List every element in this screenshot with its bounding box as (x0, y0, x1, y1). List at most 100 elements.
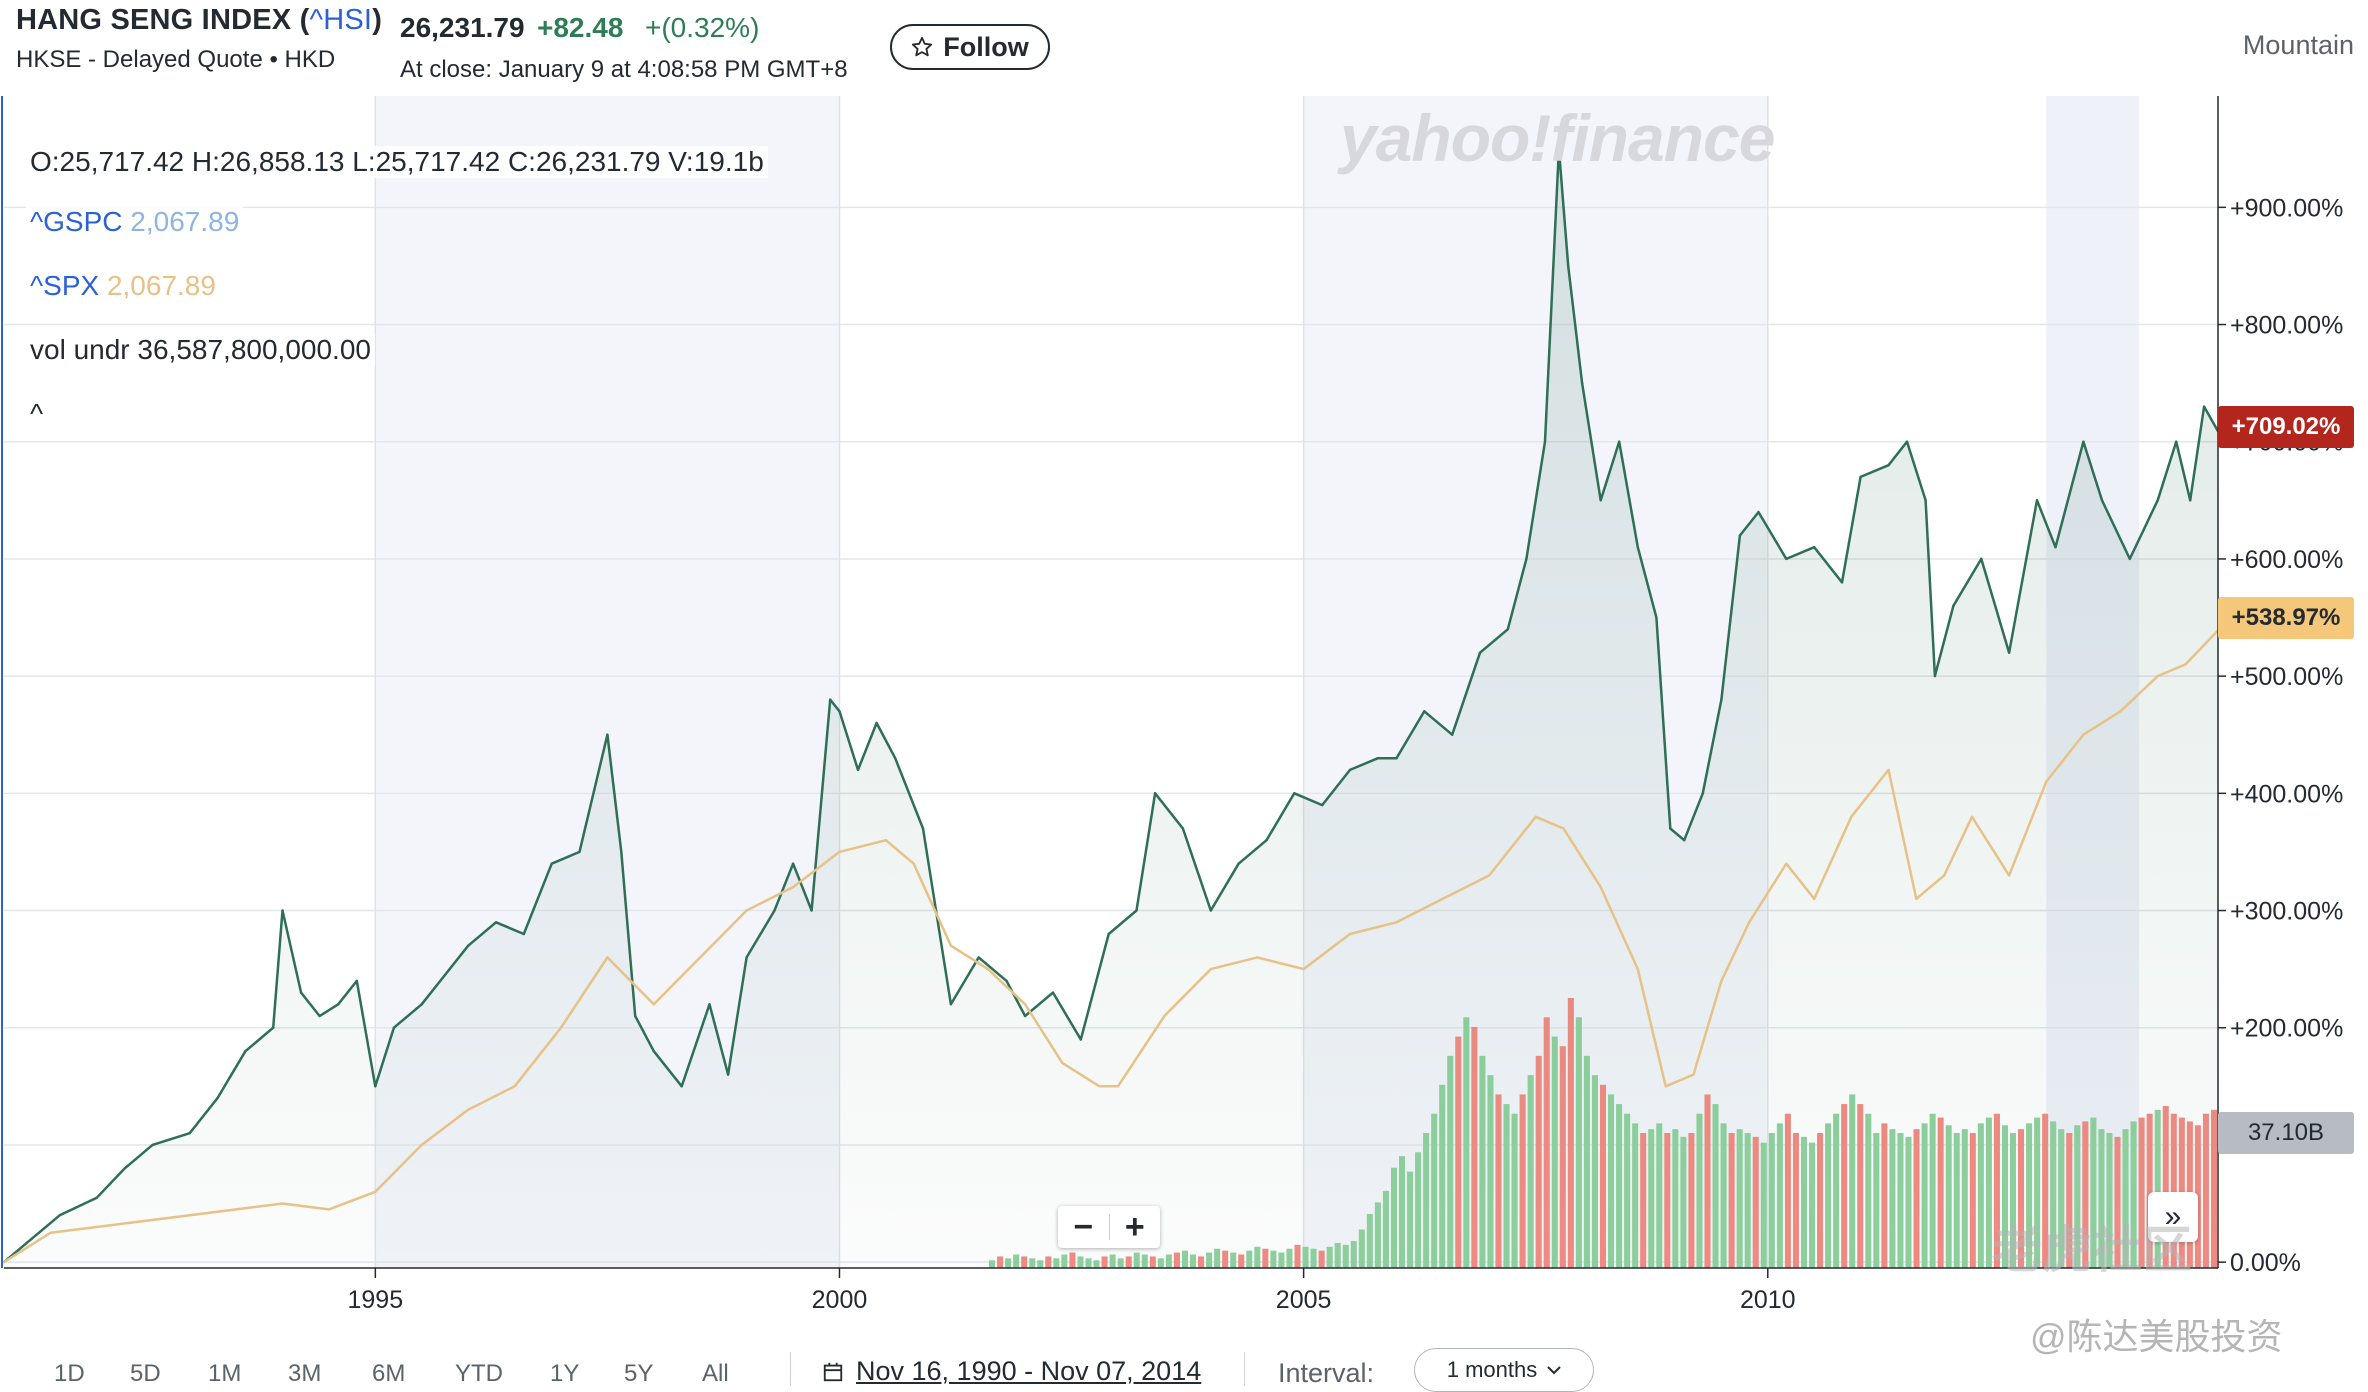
spx-data-point (791, 885, 795, 889)
date-range-picker[interactable]: Nov 16, 1990 - Nov 07, 2014 (822, 1356, 1201, 1387)
follow-button[interactable]: Follow (890, 24, 1050, 70)
ohlc-readout: O:25,717.42 H:26,858.13 L:25,717.42 C:26… (26, 146, 768, 178)
spx-data-point (188, 1214, 191, 1217)
zoom-out-button[interactable]: − (1073, 1207, 1094, 1246)
range-button-1d[interactable]: 1D (54, 1360, 85, 1387)
spx-data-point (1785, 862, 1788, 865)
hsi-data-point (838, 710, 841, 713)
chart-canvas[interactable]: 0.00%+100.00%+200.00%+300.00%+400.00%+50… (0, 96, 2368, 1346)
y-tick-label: 0.00% (2230, 1249, 2301, 1277)
legend-gspc-name: ^GSPC (30, 206, 123, 237)
spx-data-point (1915, 897, 1918, 900)
hsi-data-point (299, 991, 303, 994)
range-button-1y[interactable]: 1Y (550, 1360, 580, 1387)
y-tick-label: +600.00% (2230, 546, 2343, 574)
hsi-data-point (1720, 698, 1723, 701)
toolbar-divider (1244, 1352, 1245, 1386)
hsi-data-point (1395, 757, 1398, 760)
hsi-data-point (1618, 440, 1621, 443)
yahoo-finance-watermark: yahoo!finance (1340, 101, 1775, 175)
interval-select[interactable]: 1 months (1414, 1348, 1594, 1392)
interval-label: Interval: (1278, 1358, 1375, 1388)
hsi-data-point (829, 698, 832, 701)
spx-data-point (2082, 733, 2085, 736)
range-button-1m[interactable]: 1M (208, 1360, 242, 1387)
range-button-5d[interactable]: 5D (130, 1360, 161, 1387)
hsi-data-point (1293, 792, 1296, 795)
hsi-data-point (1153, 792, 1157, 795)
vol-undr-label: vol undr (30, 334, 130, 365)
spx-data-point (1348, 932, 1352, 936)
legend-gspc[interactable]: ^GSPC 2,067.89 (26, 206, 244, 238)
spx-data-point (699, 956, 702, 959)
spx-data-point (1023, 1003, 1027, 1006)
hsi-data-point (1567, 264, 1570, 268)
hsi-data-point (1669, 827, 1672, 830)
range-button-5y[interactable]: 5Y (624, 1360, 654, 1387)
spx-data-point (234, 1208, 238, 1211)
spx-data-point (838, 850, 841, 854)
spx-data-point (1098, 1085, 1101, 1088)
range-button-all[interactable]: All (702, 1360, 729, 1387)
legend-gspc-value: 2,067.89 (130, 206, 240, 237)
spx-data-point (912, 862, 915, 865)
y-tick-label: +300.00% (2230, 898, 2343, 926)
hsi-data-point (1952, 604, 1955, 607)
range-button-ytd[interactable]: YTD (455, 1360, 503, 1387)
hsi-data-point (1237, 862, 1240, 865)
range-button-6m[interactable]: 6M (372, 1360, 406, 1387)
spx-data-point (2119, 710, 2122, 713)
spx-data-point (1636, 967, 1640, 971)
hsi-data-point (773, 909, 776, 912)
hsi-data-point (620, 850, 623, 854)
hsi-data-point (634, 1014, 637, 1018)
hsi-mountain-area (4, 148, 2218, 1269)
spx-data-point (1061, 1061, 1064, 1065)
hsi-data-point (1655, 616, 1658, 619)
spx-data-point (1209, 967, 1213, 971)
hsi-data-point (272, 1026, 275, 1029)
hsi-data-point (1933, 674, 1937, 678)
legend-spx[interactable]: ^SPX 2,067.89 (26, 270, 220, 302)
zoom-controls: − + (1058, 1206, 1160, 1248)
spx-data-point (95, 1225, 99, 1229)
collapse-legend-icon[interactable]: ^ (30, 398, 44, 429)
expand-icon[interactable]: » (2148, 1192, 2198, 1242)
author-watermark: @陈达美股投资 (2030, 1316, 2283, 1357)
exchange-line: HKSE - Delayed Quote • HKD (16, 46, 336, 73)
spx-data-point (2045, 780, 2048, 783)
legend-spx-name: ^SPX (30, 270, 100, 301)
spx-data-point (2, 1260, 6, 1264)
hsi-data-point (95, 1196, 99, 1199)
y-tick-label: +500.00% (2230, 663, 2343, 691)
spx-data-point (652, 1003, 655, 1006)
hsi-data-point (2007, 651, 2011, 654)
chart-style-selector[interactable]: Mountain (2242, 30, 2354, 60)
zoom-in-button[interactable]: + (1124, 1207, 1145, 1246)
spx-data-point (1302, 967, 1305, 971)
hsi-data-point (244, 1050, 247, 1053)
hsi-data-point (977, 956, 980, 959)
spx-data-point (1441, 897, 1445, 900)
spx-data-point (949, 944, 953, 947)
hsi-data-point (2202, 405, 2206, 408)
hsi-data-point (2128, 557, 2131, 561)
spx-data-point (1488, 874, 1491, 877)
hsi-data-point (856, 768, 860, 772)
hsi-data-point (1265, 839, 1268, 842)
hsi-data-point (420, 1003, 423, 1006)
hsi-data-point (2175, 440, 2178, 443)
hsi-data-point (652, 1050, 655, 1053)
quote-symbol-link[interactable]: ^HSI (309, 4, 373, 36)
spx-data-point (513, 1085, 516, 1088)
range-button-3m[interactable]: 3M (288, 1360, 322, 1387)
hsi-data-point (1321, 803, 1324, 807)
spx-data-point (1256, 956, 1259, 959)
spx-data-point (1116, 1085, 1120, 1088)
y-tick-label: +200.00% (2230, 1015, 2343, 1043)
hsi-data-point (1840, 581, 1844, 584)
hsi-data-point (708, 1003, 711, 1006)
spx-data-point (884, 839, 888, 842)
hsi-data-point (448, 967, 451, 971)
spx-data-point (1850, 815, 1853, 818)
